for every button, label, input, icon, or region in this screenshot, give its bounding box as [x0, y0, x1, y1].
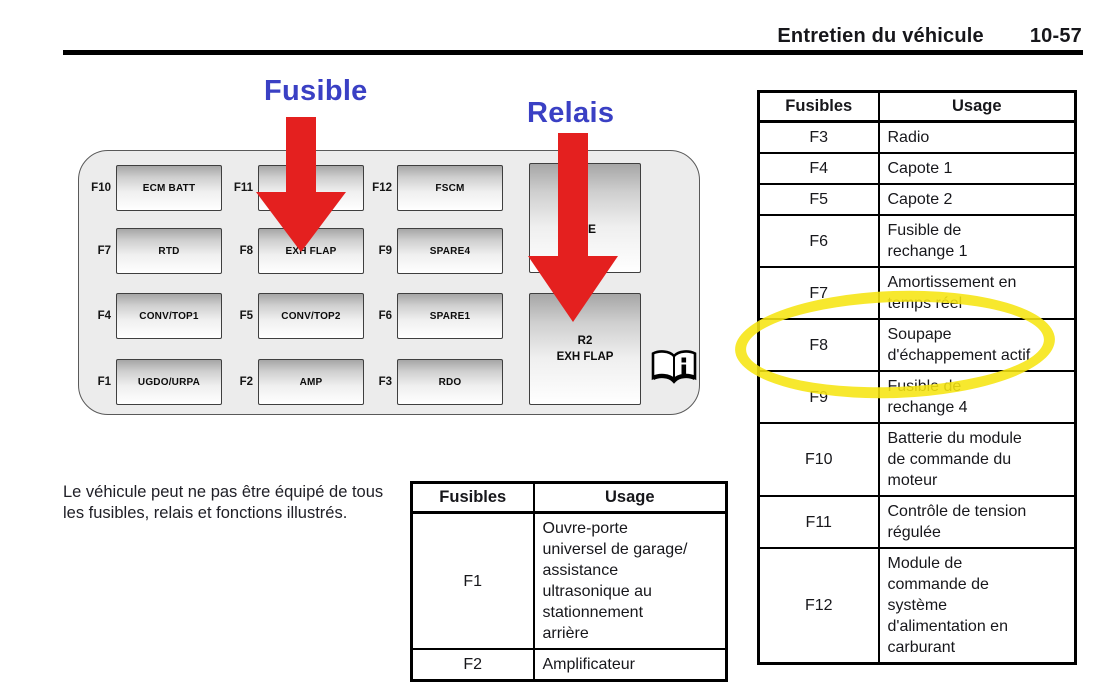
- table-row-f3: F3 Radio: [757, 120, 1077, 154]
- fuse-box: SPARE1: [397, 293, 503, 339]
- header-title: Entretien du véhicule: [777, 25, 984, 47]
- table-row-f5: F5 Capote 2: [757, 183, 1077, 216]
- fuse-f9: F9 SPARE4: [366, 228, 503, 274]
- fuse-number-cell: F3: [757, 120, 880, 154]
- fuse-f4: F4 CONV/TOP1: [85, 293, 222, 339]
- usage-cell: Radio: [877, 120, 1077, 154]
- fuse-number-cell: F6: [757, 214, 880, 268]
- fuse-box: SPARE4: [397, 228, 503, 274]
- left-table-body: F1 Ouvre-porte universel de garage/ assis…: [410, 511, 728, 682]
- fuse-f3: F3 RDO: [366, 359, 503, 405]
- fuse-f2: F2 AMP: [227, 359, 364, 405]
- usage-cell: Batterie du module de commande du moteur: [877, 422, 1077, 497]
- usage-cell: Amortissement en temps réel: [877, 266, 1077, 320]
- fuse-table-f1-f2: Fusibles Usage F1 Ouvre-porte universel d…: [410, 481, 728, 682]
- fuse-f10: F10 ECM BATT: [85, 165, 222, 211]
- fuse-arrow: [256, 117, 346, 252]
- disclaimer-note: Le véhicule peut ne pas être équipé de t…: [63, 483, 384, 522]
- fuse-box: FSCM: [397, 165, 503, 211]
- fuse-id-label: F10: [91, 182, 111, 194]
- usage-cell: Ouvre-porte universel de garage/ assista…: [532, 511, 728, 650]
- fuse-number-cell: F12: [757, 547, 880, 665]
- fuse-number-cell: F7: [757, 266, 880, 320]
- fuse-id-label: F7: [97, 245, 111, 257]
- usage-cell: Capote 1: [877, 152, 1077, 185]
- fuse-id-label: F9: [378, 245, 392, 257]
- fuse-number-cell: F2: [410, 648, 535, 682]
- fuse-box: CONV/TOP1: [116, 293, 222, 339]
- fuse-number-cell: F8: [757, 318, 880, 372]
- usage-cell: Soupape d'échappement actif: [877, 318, 1077, 372]
- relay-arrow: [528, 133, 618, 322]
- fuse-f6: F6 SPARE1: [366, 293, 503, 339]
- fuse-callout-label: Fusible: [264, 75, 368, 107]
- right-table-body: F3 Radio F4 Capote 1 F5 Capote 2 F6 Fusible de …: [757, 120, 1077, 665]
- fuse-id-label: F12: [372, 182, 392, 194]
- fuse-box: ECM BATT: [116, 165, 222, 211]
- fuse-number-cell: F9: [757, 370, 880, 424]
- page-header: Entretien du véhicule 10-57: [600, 25, 1082, 48]
- relay-r2-exh-flap: R2 EXH FLAP: [529, 293, 641, 405]
- table-row-f4: F4 Capote 1: [757, 152, 1077, 185]
- fuse-box: RTD: [116, 228, 222, 274]
- table-row-f7: F7 Amortissement en temps réel: [757, 266, 1077, 320]
- table-row-f1: F1 Ouvre-porte universel de garage/ assis…: [410, 511, 728, 650]
- column-header-fusibles: Fusibles: [410, 481, 535, 514]
- relay-top-partial-label: E: [588, 222, 597, 236]
- table-row-f10: F10 Batterie du module de commande du mot…: [757, 422, 1077, 497]
- fuse-number-cell: F4: [757, 152, 880, 185]
- fuse-box: UGDO/URPA: [116, 359, 222, 405]
- usage-cell: Fusible de rechange 4: [877, 370, 1077, 424]
- fuse-id-label: F3: [378, 376, 392, 388]
- column-header-usage: Usage: [877, 90, 1077, 123]
- header-rule: [63, 50, 1083, 55]
- table-row-f6: F6 Fusible de rechange 1: [757, 214, 1077, 268]
- fuse-f1: F1 UGDO/URPA: [85, 359, 222, 405]
- fuse-f12: F12 FSCM: [366, 165, 503, 211]
- fuse-box: AMP: [258, 359, 364, 405]
- relay-id-label: R2: [577, 335, 593, 347]
- relay-callout-label: Relais: [527, 97, 615, 129]
- table-header-row: Fusibles Usage: [410, 481, 728, 514]
- fuse-f5: F5 CONV/TOP2: [227, 293, 364, 339]
- fuse-id-label: F11: [233, 182, 253, 194]
- fuse-box: RDO: [397, 359, 503, 405]
- table-header-row: Fusibles Usage: [757, 90, 1077, 123]
- fuse-id-label: F6: [378, 310, 392, 322]
- usage-cell: Contrôle de tension régulée: [877, 495, 1077, 549]
- fuse-number-cell: F10: [757, 422, 880, 497]
- fuse-number-cell: F11: [757, 495, 880, 549]
- column-header-fusibles: Fusibles: [757, 90, 880, 123]
- fuse-id-label: F8: [239, 245, 253, 257]
- open-book-info-icon: [651, 350, 697, 384]
- table-row-f11: F11 Contrôle de tension régulée: [757, 495, 1077, 549]
- fuse-table-f3-f12: Fusibles Usage F3 Radio F4 Capote 1 F5 Capote…: [757, 90, 1077, 665]
- usage-cell: Amplificateur: [532, 648, 728, 682]
- usage-cell: Fusible de rechange 1: [877, 214, 1077, 268]
- usage-cell: Capote 2: [877, 183, 1077, 216]
- fuse-number-cell: F5: [757, 183, 880, 216]
- fuse-id-label: F4: [97, 310, 111, 322]
- column-header-usage: Usage: [532, 481, 728, 514]
- header-page-number: 10-57: [1029, 25, 1082, 47]
- table-row-f9: F9 Fusible de rechange 4: [757, 370, 1077, 424]
- fuse-id-label: F5: [239, 310, 253, 322]
- fuse-id-label: F2: [239, 376, 253, 388]
- fuse-box: CONV/TOP2: [258, 293, 364, 339]
- table-row-f12: F12 Module de commande de système d'alime…: [757, 547, 1077, 665]
- table-row-f8: F8 Soupape d'échappement actif: [757, 318, 1077, 372]
- usage-cell: Module de commande de système d'alimenta…: [877, 547, 1077, 665]
- fuse-id-label: F1: [97, 376, 111, 388]
- fuse-number-cell: F1: [410, 511, 535, 650]
- fuse-f7: F7 RTD: [85, 228, 222, 274]
- table-row-f2: F2 Amplificateur: [410, 648, 728, 682]
- relay-name-label: EXH FLAP: [556, 351, 614, 363]
